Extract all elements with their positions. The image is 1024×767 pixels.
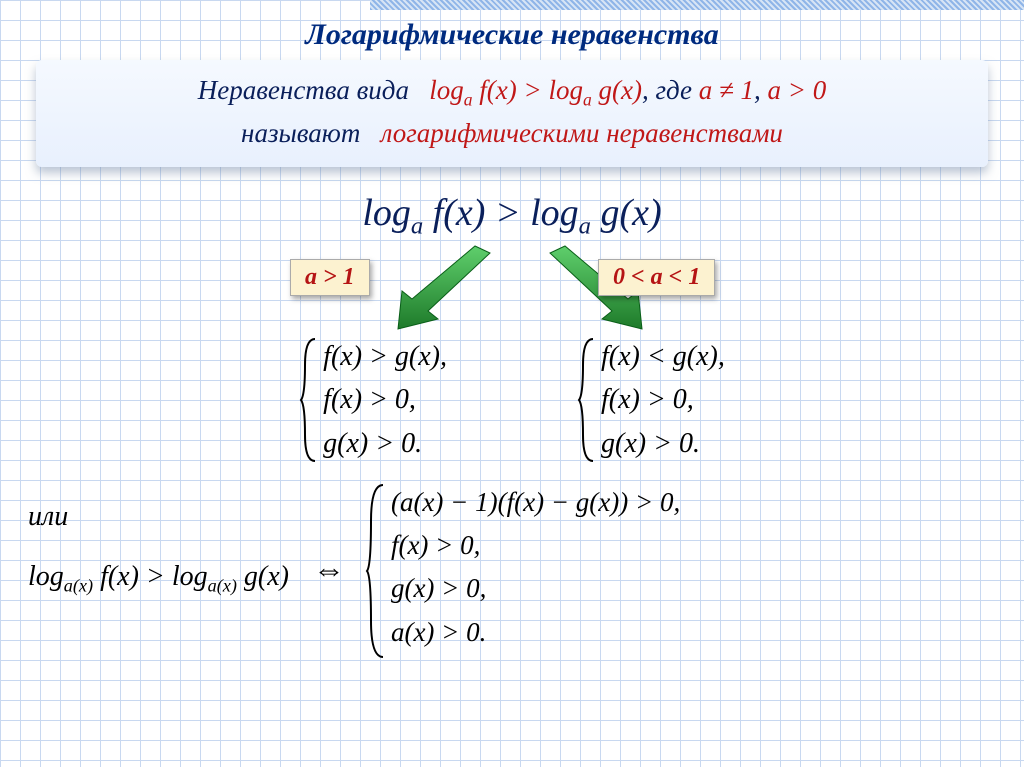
sys-var-line2: f(x) > 0, <box>391 524 680 567</box>
def-cond2: a > 0 <box>768 75 827 105</box>
definition-box: Неравенства вида loga f(x) > loga g(x), … <box>36 60 988 167</box>
decorative-top-border <box>370 0 1024 10</box>
def-line2b: логарифмическими неравенствами <box>381 118 783 148</box>
systems-row: f(x) > g(x), f(x) > 0, g(x) > 0. f(x) < … <box>0 335 1024 465</box>
brace-icon <box>299 335 319 465</box>
def-cond1: a ≠ 1 <box>699 75 754 105</box>
or-label: или <box>28 501 269 533</box>
sys-right-line3: g(x) > 0. <box>601 422 725 465</box>
def-formula: loga f(x) > loga g(x) <box>429 75 642 105</box>
sys-right-line2: f(x) > 0, <box>601 378 725 421</box>
condition-a-gt-1: a > 1 <box>290 259 370 296</box>
sys-var-line3: g(x) > 0, <box>391 567 680 610</box>
def-line2a: называют <box>241 118 360 148</box>
variable-base-inequality: loga(x) f(x) > loga(x) g(x) <box>28 561 289 597</box>
iff-symbol: ⇔ <box>313 551 345 588</box>
def-where: где <box>655 75 692 105</box>
brace-icon <box>577 335 597 465</box>
main-inequality: loga f(x) > loga g(x) <box>0 191 1024 241</box>
variable-base-row: или loga(x) f(x) > loga(x) g(x) ⇔ (a(x) … <box>0 481 1024 661</box>
sys-var-line1: (a(x) − 1)(f(x) − g(x)) > 0, <box>391 481 680 524</box>
def-prefix: Неравенства вида <box>198 75 409 105</box>
condition-0-lt-a-lt-1: 0 < a < 1 <box>598 259 715 296</box>
system-variable-base: (a(x) − 1)(f(x) − g(x)) > 0, f(x) > 0, g… <box>365 481 680 661</box>
brace-icon <box>365 481 387 661</box>
branch-arrows: a > 1 0 < a < 1 <box>0 241 1024 331</box>
sys-left-line3: g(x) > 0. <box>323 422 447 465</box>
sys-var-line4: a(x) > 0. <box>391 611 680 654</box>
arrow-left-icon <box>380 241 500 331</box>
sys-left-line2: f(x) > 0, <box>323 378 447 421</box>
sys-left-line1: f(x) > g(x), <box>323 335 447 378</box>
system-left: f(x) > g(x), f(x) > 0, g(x) > 0. <box>299 335 447 465</box>
sys-right-line1: f(x) < g(x), <box>601 335 725 378</box>
system-right: f(x) < g(x), f(x) > 0, g(x) > 0. <box>577 335 725 465</box>
